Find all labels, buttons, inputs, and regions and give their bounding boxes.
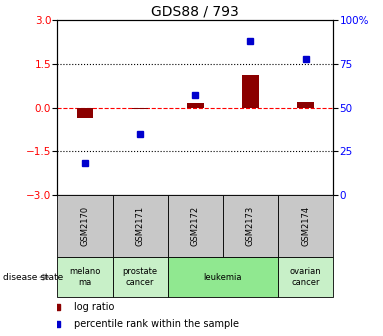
Text: disease state: disease state	[3, 273, 63, 282]
Text: melano
ma: melano ma	[69, 267, 101, 287]
Bar	[57, 257, 113, 297]
Bar	[57, 195, 113, 257]
Bar	[168, 257, 278, 297]
Bar	[77, 108, 93, 118]
Text: percentile rank within the sample: percentile rank within the sample	[74, 319, 239, 329]
Text: GSM2173: GSM2173	[246, 206, 255, 246]
Text: leukemia: leukemia	[204, 273, 242, 282]
Bar	[132, 108, 149, 109]
Text: log ratio: log ratio	[74, 302, 115, 312]
Bar	[297, 102, 314, 108]
Bar	[223, 195, 278, 257]
Bar	[168, 195, 223, 257]
Title: GDS88 / 793: GDS88 / 793	[151, 5, 239, 19]
Text: prostate
cancer: prostate cancer	[123, 267, 158, 287]
Text: GSM2172: GSM2172	[191, 206, 200, 246]
Text: GSM2171: GSM2171	[136, 206, 145, 246]
Bar	[187, 103, 204, 108]
Text: ovarian
cancer: ovarian cancer	[290, 267, 321, 287]
Bar	[113, 257, 168, 297]
Text: GSM2170: GSM2170	[80, 206, 90, 246]
Bar	[113, 195, 168, 257]
Text: GSM2174: GSM2174	[301, 206, 310, 246]
Bar	[278, 257, 333, 297]
Bar	[278, 195, 333, 257]
Bar	[242, 76, 259, 108]
